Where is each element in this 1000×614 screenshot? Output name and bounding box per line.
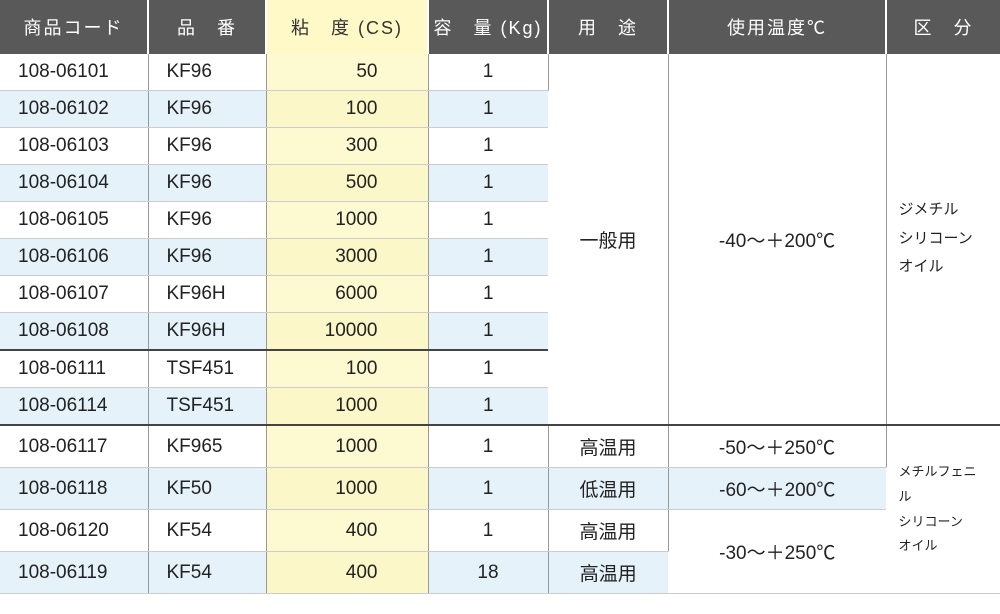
cell-model: TSF451: [148, 388, 266, 426]
cell-capacity: 1: [428, 128, 548, 165]
cell-use: 高温用: [548, 425, 668, 468]
cell-temp-last: -30～＋250℃: [668, 510, 886, 594]
table-row: 108-06118 KF50 1000 1 低温用 -60～＋200℃: [0, 468, 1000, 510]
cell-model: KF54: [148, 510, 266, 552]
cell-code: 108-06101: [0, 54, 148, 91]
product-table: 商品コード 品 番 粘 度 (CS) 容 量 (Kg) 用 途 使用温度℃ 区 …: [0, 0, 1000, 594]
cell-temp: -60～＋200℃: [668, 468, 886, 510]
cell-capacity: 1: [428, 276, 548, 313]
cell-code: 108-06107: [0, 276, 148, 313]
cell-capacity: 1: [428, 350, 548, 388]
header-model: 品 番: [148, 0, 266, 54]
cell-capacity: 1: [428, 388, 548, 426]
cell-category-dimethyl: ジメチル シリコーン オイル: [886, 54, 1000, 425]
cell-capacity: 1: [428, 54, 548, 91]
cell-code: 108-06106: [0, 239, 148, 276]
header-code: 商品コード: [0, 0, 148, 54]
cell-code: 108-06108: [0, 313, 148, 351]
cell-temp: -50～＋250℃: [668, 425, 886, 468]
cell-capacity: 1: [428, 468, 548, 510]
cell-code: 108-06114: [0, 388, 148, 426]
cell-viscosity: 50: [266, 54, 428, 91]
cell-temp-general: -40～＋200℃: [668, 54, 886, 425]
cell-capacity: 1: [428, 313, 548, 351]
cell-capacity: 1: [428, 202, 548, 239]
cell-viscosity: 1000: [266, 468, 428, 510]
cell-code: 108-06118: [0, 468, 148, 510]
cell-code: 108-06120: [0, 510, 148, 552]
cell-use: 低温用: [548, 468, 668, 510]
header-category: 区 分: [886, 0, 1000, 54]
table-row: 108-06120 KF54 400 1 高温用 -30～＋250℃: [0, 510, 1000, 552]
cell-viscosity: 1000: [266, 388, 428, 426]
cell-capacity: 18: [428, 552, 548, 594]
cell-code: 108-06103: [0, 128, 148, 165]
cell-model: TSF451: [148, 350, 266, 388]
table-row: 108-06101 KF96 50 1 一般用 -40～＋200℃ ジメチル シ…: [0, 54, 1000, 91]
header-viscosity: 粘 度 (CS): [266, 0, 428, 54]
cell-code: 108-06105: [0, 202, 148, 239]
cell-viscosity: 3000: [266, 239, 428, 276]
cell-code: 108-06111: [0, 350, 148, 388]
cell-use: 高温用: [548, 510, 668, 552]
cell-use-general: 一般用: [548, 54, 668, 425]
cell-capacity: 1: [428, 510, 548, 552]
cell-code: 108-06119: [0, 552, 148, 594]
cell-capacity: 1: [428, 91, 548, 128]
cell-category-methylphenyl: メチルフェニル シリコーン オイル: [886, 425, 1000, 594]
cell-model: KF96: [148, 91, 266, 128]
cell-viscosity: 500: [266, 165, 428, 202]
header-temp: 使用温度℃: [668, 0, 886, 54]
cell-viscosity: 400: [266, 510, 428, 552]
cell-capacity: 1: [428, 239, 548, 276]
cell-viscosity: 100: [266, 91, 428, 128]
cell-model: KF96: [148, 165, 266, 202]
cell-model: KF96: [148, 128, 266, 165]
cell-capacity: 1: [428, 425, 548, 468]
cell-model: KF96H: [148, 276, 266, 313]
table-row: 108-06117 KF965 1000 1 高温用 -50～＋250℃ メチル…: [0, 425, 1000, 468]
cell-viscosity: 1000: [266, 202, 428, 239]
cell-capacity: 1: [428, 165, 548, 202]
cell-viscosity: 400: [266, 552, 428, 594]
cell-code: 108-06117: [0, 425, 148, 468]
cell-model: KF965: [148, 425, 266, 468]
cell-viscosity: 100: [266, 350, 428, 388]
cell-code: 108-06102: [0, 91, 148, 128]
header-capacity: 容 量 (Kg): [428, 0, 548, 54]
cell-code: 108-06104: [0, 165, 148, 202]
cell-model: KF96: [148, 239, 266, 276]
cell-model: KF96H: [148, 313, 266, 351]
cell-viscosity: 6000: [266, 276, 428, 313]
product-table-container: 商品コード 品 番 粘 度 (CS) 容 量 (Kg) 用 途 使用温度℃ 区 …: [0, 0, 1000, 594]
cell-use: 高温用: [548, 552, 668, 594]
cell-viscosity: 1000: [266, 425, 428, 468]
cell-viscosity: 300: [266, 128, 428, 165]
cell-model: KF96: [148, 54, 266, 91]
cell-model: KF50: [148, 468, 266, 510]
cell-model: KF54: [148, 552, 266, 594]
header-row: 商品コード 品 番 粘 度 (CS) 容 量 (Kg) 用 途 使用温度℃ 区 …: [0, 0, 1000, 54]
cell-viscosity: 10000: [266, 313, 428, 351]
cell-model: KF96: [148, 202, 266, 239]
header-use: 用 途: [548, 0, 668, 54]
